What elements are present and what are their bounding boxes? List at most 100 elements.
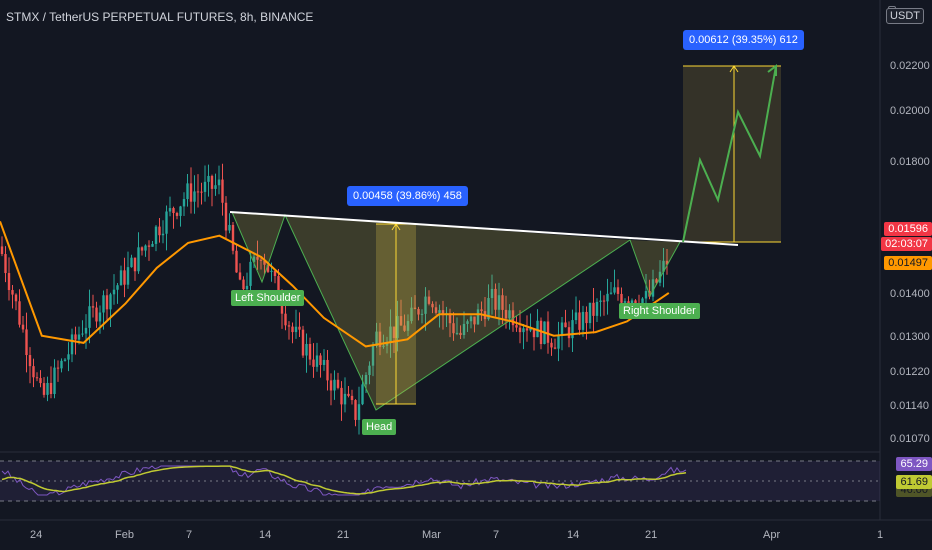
candle-body bbox=[88, 306, 91, 328]
candle-body bbox=[532, 328, 536, 338]
head-label[interactable]: Head bbox=[362, 419, 397, 435]
candle-body bbox=[567, 327, 571, 339]
current-price-tag: 0.01596 bbox=[884, 222, 932, 236]
candle-body bbox=[46, 382, 49, 395]
chart-title: STMX / TetherUS PERPETUAL FUTURES, 8h, B… bbox=[6, 10, 314, 24]
candle-body bbox=[522, 328, 525, 333]
head-measure-label[interactable]: 0.00458 (39.86%) 458 bbox=[347, 186, 468, 206]
candle-body bbox=[504, 309, 508, 319]
candle-body bbox=[385, 342, 389, 346]
candle-body bbox=[203, 181, 207, 192]
candle-body bbox=[371, 346, 375, 366]
candle-body bbox=[49, 382, 53, 395]
ma-price-tag: 0.01497 bbox=[884, 256, 932, 270]
candle-body bbox=[147, 245, 151, 247]
candle-body bbox=[630, 300, 634, 304]
candle-body bbox=[564, 322, 567, 328]
candle-body bbox=[186, 183, 189, 200]
candle-body bbox=[189, 183, 193, 202]
candle-body bbox=[67, 354, 70, 360]
time-label: 24 bbox=[30, 529, 43, 541]
candle-body bbox=[606, 293, 609, 302]
candle-body bbox=[305, 343, 308, 356]
candle-body bbox=[417, 309, 420, 315]
candle-body bbox=[53, 367, 56, 395]
candle-body bbox=[459, 332, 462, 336]
candle-body bbox=[70, 334, 74, 355]
candle-body bbox=[172, 208, 175, 214]
pattern-outline bbox=[231, 211, 681, 411]
currency-badge[interactable]: USDT bbox=[886, 8, 924, 24]
candle-body bbox=[242, 279, 245, 290]
candle-body bbox=[252, 256, 256, 262]
candle-body bbox=[469, 316, 473, 322]
candle-body bbox=[634, 300, 637, 306]
candle-body bbox=[287, 325, 291, 327]
candle-body bbox=[560, 322, 564, 335]
candle-body bbox=[81, 333, 84, 335]
price-label: 0.01220 bbox=[890, 366, 930, 378]
candle-body bbox=[413, 307, 417, 310]
candle-body bbox=[497, 295, 501, 310]
candle-body bbox=[165, 211, 168, 234]
candle-body bbox=[476, 309, 480, 325]
time-label: 7 bbox=[186, 529, 193, 541]
candle-body bbox=[312, 359, 315, 367]
candle-body bbox=[95, 307, 98, 322]
candle-body bbox=[662, 260, 665, 272]
candle-body bbox=[585, 311, 588, 324]
candle-body bbox=[28, 355, 32, 367]
time-label: Feb bbox=[115, 529, 134, 541]
candle-body bbox=[158, 226, 161, 236]
candle-body bbox=[357, 404, 361, 420]
candle-body bbox=[32, 366, 35, 378]
head-region bbox=[285, 215, 630, 410]
candle-body bbox=[399, 316, 403, 326]
price-label: 0.02000 bbox=[890, 105, 930, 117]
candle-body bbox=[336, 379, 340, 388]
price-label: 0.01070 bbox=[890, 433, 930, 445]
candle-body bbox=[508, 310, 511, 319]
candle-body bbox=[571, 320, 574, 339]
candle-body bbox=[536, 320, 539, 338]
left-shoulder-label[interactable]: Left Shoulder bbox=[231, 290, 305, 306]
candle-body bbox=[620, 293, 623, 303]
candle-body bbox=[553, 347, 557, 349]
candle-body bbox=[217, 179, 221, 186]
candle-body bbox=[235, 250, 238, 273]
time-label: Apr bbox=[763, 529, 781, 541]
candle-body bbox=[452, 323, 455, 334]
candle-body bbox=[574, 312, 578, 321]
neckline[interactable] bbox=[229, 211, 739, 246]
candle-body bbox=[116, 285, 119, 290]
candle-body bbox=[441, 310, 445, 314]
price-label: 0.01800 bbox=[890, 156, 930, 168]
candle-body bbox=[161, 233, 165, 236]
candle-body bbox=[63, 359, 67, 361]
candle-body bbox=[259, 259, 263, 261]
candle-body bbox=[665, 260, 669, 265]
candle-body bbox=[154, 226, 158, 244]
right-shoulder-label[interactable]: Right Shoulder bbox=[619, 303, 700, 319]
candle-body bbox=[378, 331, 382, 347]
candle-body bbox=[196, 191, 200, 193]
candle-body bbox=[361, 384, 364, 405]
candle-body bbox=[581, 311, 585, 330]
candle-body bbox=[546, 321, 550, 343]
candle-body bbox=[392, 326, 396, 338]
candle-body bbox=[427, 296, 431, 304]
candle-body bbox=[175, 213, 179, 216]
candle-body bbox=[487, 297, 490, 320]
candle-body bbox=[651, 279, 655, 297]
price-label: 0.02200 bbox=[890, 60, 930, 72]
moving-average-line bbox=[0, 221, 670, 348]
candle-body bbox=[455, 332, 459, 334]
candle-body bbox=[354, 400, 357, 420]
target-measure-label[interactable]: 0.00612 (39.35%) 612 bbox=[683, 30, 804, 50]
candle-body bbox=[277, 276, 280, 303]
candle-body bbox=[448, 313, 452, 324]
time-label: 21 bbox=[337, 529, 350, 541]
candle-body bbox=[21, 324, 25, 330]
candle-body bbox=[588, 302, 592, 324]
